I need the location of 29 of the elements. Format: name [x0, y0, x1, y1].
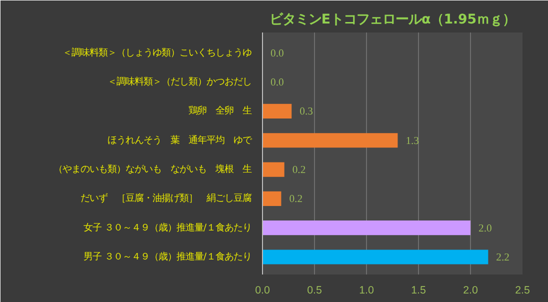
bar — [262, 191, 282, 206]
bar — [262, 162, 284, 177]
bar — [262, 133, 398, 148]
data-label: 2.0 — [478, 223, 492, 234]
bar — [262, 104, 292, 119]
text: 2.0 — [463, 284, 478, 296]
data-label: 2.2 — [496, 252, 510, 264]
text: 1.5 — [411, 284, 426, 296]
data-label: 0.2 — [289, 194, 303, 206]
y-tick-label: ほうれんそう 葉 通年平均 ゆで — [108, 134, 252, 146]
y-tick-label: 女子 ３０～４９（歳）推進量/１食あたり — [83, 222, 252, 234]
y-tick-label: ＜調味料類＞（しょうゆ類）こいくちしょうゆ — [62, 47, 252, 58]
text: 2.5 — [515, 284, 530, 296]
y-tick-label: だいず ［豆腐・油揚げ類］ 絹ごし豆腐 — [80, 193, 252, 204]
data-label: 0.3 — [300, 106, 313, 118]
bar — [262, 220, 470, 236]
text: 0.5 — [307, 284, 322, 296]
y-tick-label: （やまのいも類）ながいも ながいも 塊根 生 — [54, 164, 252, 176]
data-label: 0.0 — [270, 78, 284, 89]
text: 1.0 — [359, 284, 374, 296]
text: 0.0 — [255, 284, 270, 296]
data-label: 1.3 — [406, 136, 420, 147]
bar — [262, 250, 488, 264]
y-tick-label: 鶏卵 全卵 生 — [188, 106, 252, 117]
data-label: 0.2 — [292, 165, 306, 176]
y-tick-label: 男子 ３０～４９（歳）推進量/１食あたり — [83, 252, 252, 263]
data-label: 0.0 — [270, 48, 284, 60]
y-tick-label: ＜調味料類＞（だし類）かつおだし — [108, 76, 252, 88]
chart-title: ビタミンEトコフェロールα（1.95ｍｇ） — [269, 12, 516, 28]
